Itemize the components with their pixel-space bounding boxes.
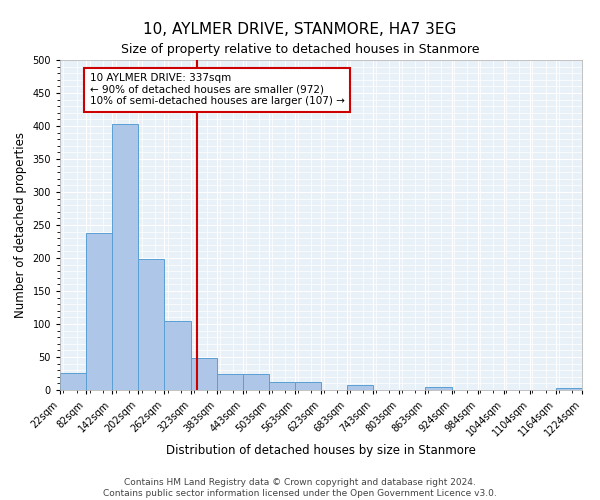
Bar xyxy=(269,382,295,390)
Text: Size of property relative to detached houses in Stanmore: Size of property relative to detached ho… xyxy=(121,42,479,56)
Y-axis label: Number of detached properties: Number of detached properties xyxy=(14,132,27,318)
Bar xyxy=(60,373,86,390)
Bar xyxy=(112,124,138,390)
Bar xyxy=(86,233,112,390)
Bar xyxy=(164,320,191,390)
Text: Contains HM Land Registry data © Crown copyright and database right 2024.
Contai: Contains HM Land Registry data © Crown c… xyxy=(103,478,497,498)
Bar xyxy=(191,358,217,390)
Bar xyxy=(556,388,582,390)
Bar xyxy=(243,374,269,390)
Bar xyxy=(425,386,452,390)
Text: 10, AYLMER DRIVE, STANMORE, HA7 3EG: 10, AYLMER DRIVE, STANMORE, HA7 3EG xyxy=(143,22,457,38)
Bar xyxy=(295,382,321,390)
X-axis label: Distribution of detached houses by size in Stanmore: Distribution of detached houses by size … xyxy=(166,444,476,457)
Bar xyxy=(347,386,373,390)
Bar xyxy=(217,374,243,390)
Text: 10 AYLMER DRIVE: 337sqm
← 90% of detached houses are smaller (972)
10% of semi-d: 10 AYLMER DRIVE: 337sqm ← 90% of detache… xyxy=(89,73,344,106)
Bar xyxy=(138,258,164,390)
